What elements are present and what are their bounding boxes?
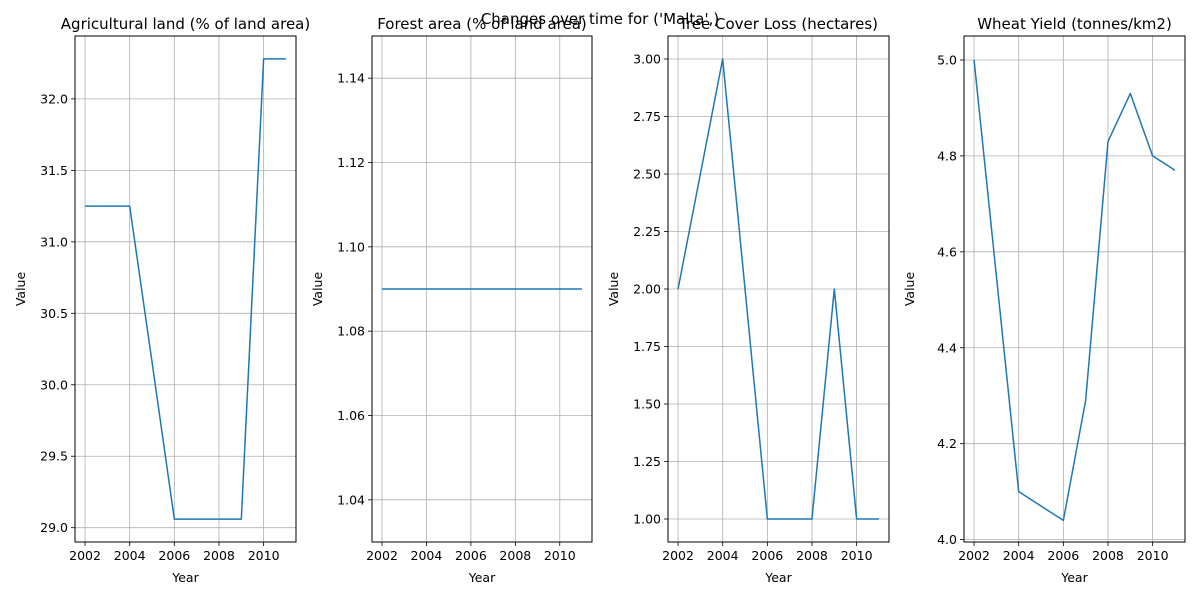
y-tick-label: 1.14 (337, 71, 365, 86)
figure-title: Changes over time for ('Malta',) (481, 10, 719, 28)
x-tick-label: 2010 (841, 548, 873, 563)
y-axis-label: Value (310, 272, 325, 307)
axes-frame (371, 35, 593, 543)
x-tick-label: 2006 (1047, 548, 1079, 563)
y-tick-label: 31.0 (40, 234, 68, 249)
y-tick-label: 1.00 (633, 512, 661, 527)
y-axis-label: Value (902, 272, 917, 307)
x-tick-label: 2008 (203, 548, 235, 563)
chart-panel-4: 2002 2004 2006 2008 2010 4.0 4.2 4.4 4.6 4.8 5.0 Wh… (902, 15, 1186, 585)
y-tick-label: 32.0 (40, 91, 68, 106)
x-tick-label: 2002 (662, 548, 694, 563)
panel-title: Wheat Yield (tonnes/km2) (977, 15, 1172, 33)
y-tick-label: 30.5 (40, 306, 68, 321)
y-axis-label: Value (606, 272, 621, 307)
axes-frame (963, 35, 1186, 543)
y-axis-label: Value (13, 272, 28, 307)
series-line-1 (973, 59, 1176, 522)
y-tick-label: 2.00 (633, 282, 661, 297)
x-tick-label: 2002 (366, 548, 398, 563)
x-tick-label: 2006 (455, 548, 487, 563)
x-tick-label: 2010 (248, 548, 280, 563)
x-tick-label: 2008 (499, 548, 531, 563)
y-tick-label: 4.2 (937, 436, 957, 451)
x-tick-label: 2002 (958, 548, 990, 563)
y-tick-label: 4.6 (937, 244, 957, 259)
x-tick-label: 2008 (1092, 548, 1124, 563)
y-tick-label: 1.12 (337, 155, 365, 170)
y-tick-label: 29.0 (40, 520, 68, 535)
axes-frame (74, 35, 297, 543)
y-tick-label: 1.50 (633, 397, 661, 412)
x-tick-label: 2002 (69, 548, 101, 563)
x-tick-label: 2008 (796, 548, 828, 563)
y-tick-label: 1.06 (337, 408, 365, 423)
x-axis-label: Year (1060, 570, 1088, 585)
y-tick-label: 31.5 (40, 163, 68, 178)
series-line-1 (85, 58, 286, 520)
y-tick-label: 1.08 (337, 324, 365, 339)
y-tick-label: 4.4 (937, 340, 957, 355)
y-tick-label: 5.0 (937, 52, 957, 67)
panel-title: Agricultural land (% of land area) (61, 15, 310, 33)
chart-panel-2: 2002 2004 2006 2008 2010 1.04 1.06 1.08 1.10 1.12… (310, 15, 593, 585)
x-tick-label: 2004 (1003, 548, 1035, 563)
x-tick-label: 2006 (158, 548, 190, 563)
x-axis-label: Year (764, 570, 792, 585)
chart-panel-1: 2002 2004 2006 2008 2010 29.0 29.5 30.0 30.5 31.0… (13, 15, 310, 585)
y-tick-label: 2.25 (633, 224, 661, 239)
x-axis-label: Year (468, 570, 496, 585)
y-tick-label: 2.50 (633, 167, 661, 182)
y-tick-label: 3.00 (633, 52, 661, 67)
x-tick-label: 2010 (544, 548, 576, 563)
y-tick-label: 1.75 (633, 339, 661, 354)
y-tick-label: 4.0 (937, 532, 957, 547)
x-tick-label: 2010 (1137, 548, 1169, 563)
y-tick-label: 4.8 (937, 148, 957, 163)
x-tick-label: 2006 (751, 548, 783, 563)
x-tick-label: 2004 (411, 548, 443, 563)
x-axis-label: Year (171, 570, 199, 585)
panel-title: Tree Cover Loss (hectares) (678, 15, 878, 33)
series-line-1 (677, 58, 879, 520)
y-tick-label: 1.25 (633, 454, 661, 469)
panel-title: Forest area (% of land area) (377, 15, 587, 33)
x-tick-label: 2004 (114, 548, 146, 563)
chart-panel-3: 2002 2004 2006 2008 2010 1.00 1.25 1.50 1.75 2.00… (606, 15, 890, 585)
chart-panels: 2002 2004 2006 2008 2010 29.0 29.5 30.0 30.5 31.0… (13, 15, 1186, 585)
y-tick-label: 1.10 (337, 239, 365, 254)
y-tick-label: 2.75 (633, 109, 661, 124)
y-tick-label: 29.5 (40, 449, 68, 464)
y-tick-label: 1.04 (337, 492, 365, 507)
y-tick-label: 30.0 (40, 377, 68, 392)
x-tick-label: 2004 (707, 548, 739, 563)
